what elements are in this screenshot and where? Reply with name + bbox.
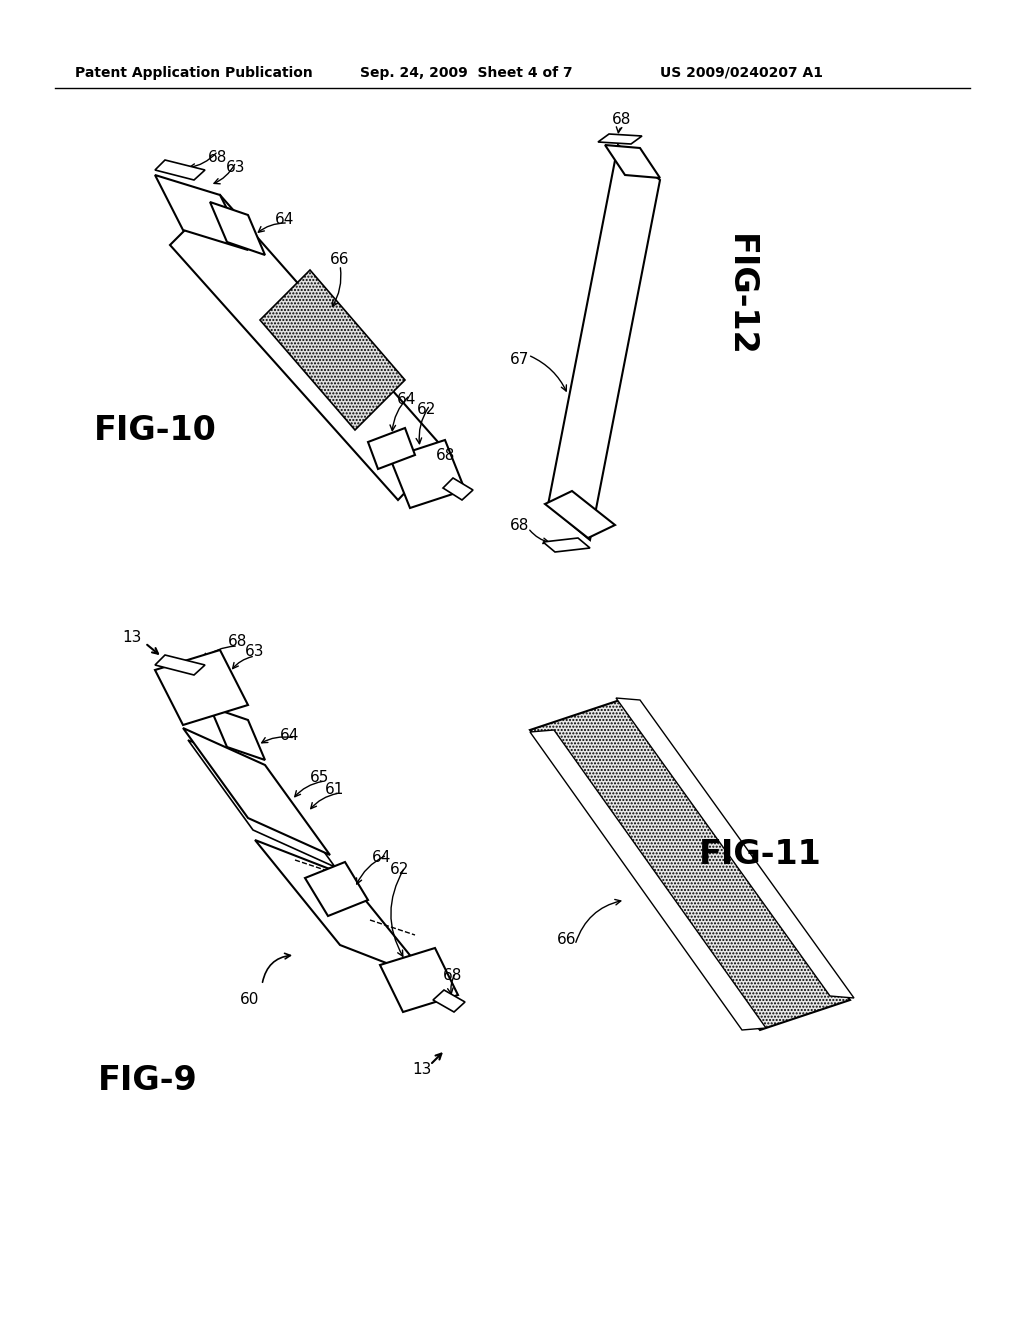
Text: 13: 13 (122, 631, 141, 645)
Text: 68: 68 (612, 112, 632, 128)
Text: 63: 63 (246, 644, 265, 659)
Text: 68: 68 (436, 447, 456, 462)
Polygon shape (390, 440, 465, 508)
Polygon shape (210, 202, 265, 255)
Polygon shape (155, 176, 248, 249)
Text: 61: 61 (326, 783, 345, 797)
Text: Sep. 24, 2009  Sheet 4 of 7: Sep. 24, 2009 Sheet 4 of 7 (360, 66, 572, 81)
Polygon shape (548, 145, 660, 540)
Polygon shape (255, 840, 430, 979)
Polygon shape (605, 145, 660, 178)
Text: Patent Application Publication: Patent Application Publication (75, 66, 312, 81)
Text: 60: 60 (241, 993, 260, 1007)
Polygon shape (545, 491, 615, 539)
Text: 68: 68 (228, 634, 248, 648)
Polygon shape (155, 655, 205, 675)
Polygon shape (155, 160, 205, 180)
Text: 64: 64 (275, 213, 295, 227)
Polygon shape (210, 708, 265, 760)
Polygon shape (188, 741, 335, 867)
Text: 68: 68 (443, 968, 463, 982)
Polygon shape (443, 478, 473, 500)
Text: US 2009/0240207 A1: US 2009/0240207 A1 (660, 66, 823, 81)
Polygon shape (260, 271, 406, 430)
Text: FIG-9: FIG-9 (98, 1064, 198, 1097)
Text: 62: 62 (418, 403, 436, 417)
Text: 67: 67 (510, 352, 529, 367)
Polygon shape (155, 649, 248, 725)
Text: 13: 13 (413, 1063, 432, 1077)
Text: 63: 63 (226, 160, 246, 174)
Text: 68: 68 (208, 149, 227, 165)
Polygon shape (530, 700, 850, 1030)
Polygon shape (305, 862, 368, 916)
Text: 66: 66 (557, 932, 577, 948)
Text: FIG-10: FIG-10 (93, 413, 216, 446)
Text: 64: 64 (373, 850, 392, 866)
Text: 62: 62 (390, 862, 410, 878)
Text: FIG-11: FIG-11 (698, 838, 821, 871)
Text: 65: 65 (310, 771, 330, 785)
Text: 68: 68 (510, 517, 529, 532)
Text: 64: 64 (397, 392, 417, 408)
Polygon shape (368, 428, 415, 469)
Polygon shape (433, 990, 465, 1012)
Polygon shape (183, 729, 330, 855)
Text: 66: 66 (331, 252, 350, 268)
Text: 64: 64 (281, 727, 300, 742)
Polygon shape (598, 135, 642, 144)
Polygon shape (380, 948, 458, 1012)
Polygon shape (543, 539, 590, 552)
Polygon shape (530, 730, 766, 1030)
Polygon shape (170, 195, 445, 500)
Polygon shape (616, 698, 854, 998)
Text: FIG-12: FIG-12 (724, 234, 757, 356)
